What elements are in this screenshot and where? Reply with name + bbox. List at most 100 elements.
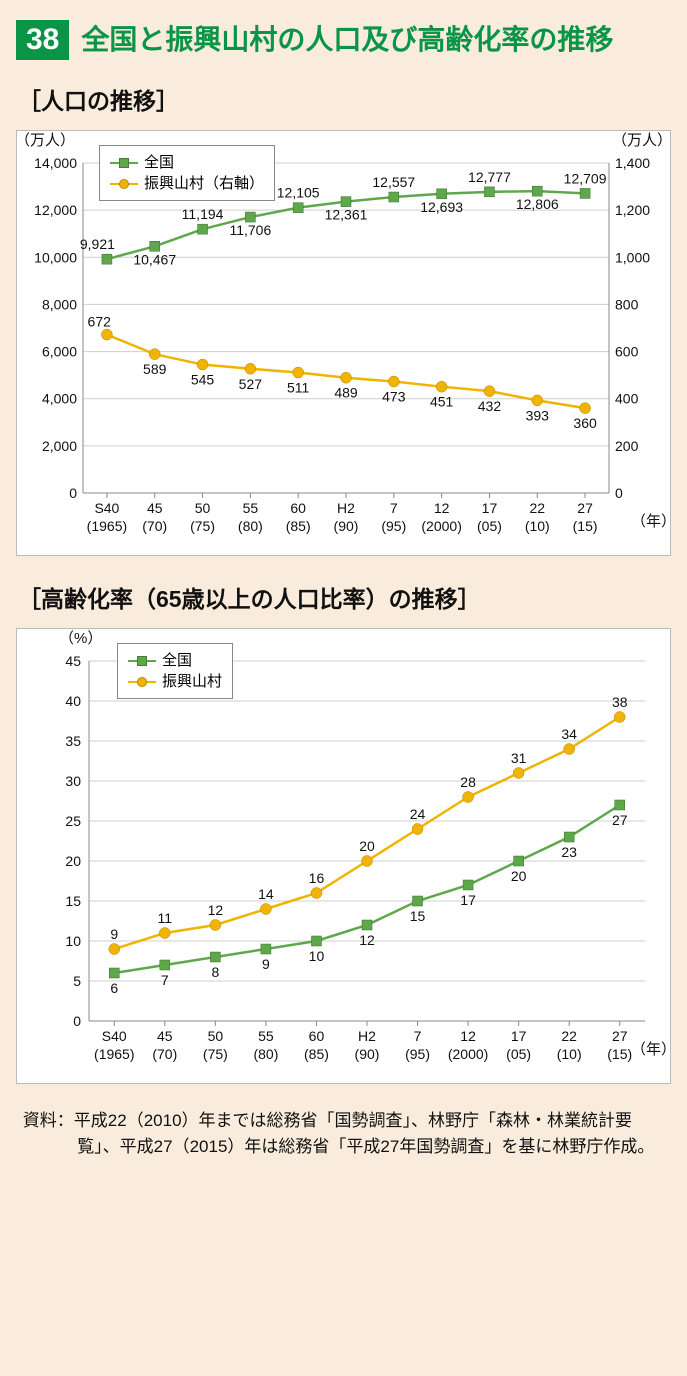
- svg-text:17: 17: [511, 1028, 527, 1044]
- svg-text:489: 489: [334, 385, 358, 401]
- chart2-year-unit: （年）: [631, 1038, 676, 1059]
- svg-text:(15): (15): [607, 1046, 632, 1062]
- svg-text:25: 25: [65, 813, 81, 829]
- svg-text:600: 600: [615, 344, 639, 360]
- svg-text:(05): (05): [477, 518, 502, 534]
- svg-text:(85): (85): [304, 1046, 329, 1062]
- svg-text:10,000: 10,000: [34, 249, 77, 265]
- chart1-subtitle: ［人口の推移］: [18, 82, 669, 116]
- svg-text:12,693: 12,693: [420, 199, 463, 215]
- svg-text:55: 55: [258, 1028, 274, 1044]
- square-marker-icon: [128, 660, 156, 662]
- svg-text:7: 7: [414, 1028, 422, 1044]
- population-chart: （万人） （万人） （年） 全国 振興山村（右軸） 02,0004,0006,0…: [16, 130, 671, 556]
- svg-text:15: 15: [410, 908, 426, 924]
- svg-text:511: 511: [287, 380, 310, 396]
- svg-text:40: 40: [65, 693, 81, 709]
- legend-label: 全国: [144, 152, 174, 173]
- legend-item-national: 全国: [110, 152, 264, 173]
- svg-text:34: 34: [561, 726, 577, 742]
- svg-text:45: 45: [65, 653, 81, 669]
- svg-text:(10): (10): [557, 1046, 582, 1062]
- note-label: 資料：: [23, 1111, 74, 1130]
- figure-number-badge: 38: [16, 20, 69, 60]
- svg-text:12: 12: [208, 902, 224, 918]
- svg-text:35: 35: [65, 733, 81, 749]
- legend-label: 振興山村: [162, 671, 222, 692]
- page: 38 全国と振興山村の人口及び高齢化率の推移 ［人口の推移］ （万人） （万人）…: [0, 0, 687, 1189]
- svg-text:23: 23: [561, 844, 577, 860]
- note-body: 平成22（2010）年までは総務省「国勢調査」、林野庁「森林・林業統計要覧」、平…: [74, 1111, 655, 1156]
- legend-item-village: 振興山村: [128, 671, 222, 692]
- svg-text:20: 20: [359, 838, 375, 854]
- chart2-subtitle: ［高齢化率（65歳以上の人口比率）の推移］: [18, 580, 669, 614]
- svg-text:12: 12: [460, 1028, 476, 1044]
- svg-text:(80): (80): [253, 1046, 278, 1062]
- chart1-year-unit: （年）: [631, 510, 676, 531]
- svg-text:11,706: 11,706: [229, 222, 271, 238]
- svg-text:H2: H2: [358, 1028, 376, 1044]
- title-row: 38 全国と振興山村の人口及び高齢化率の推移: [16, 20, 671, 60]
- svg-text:12,361: 12,361: [325, 207, 368, 223]
- svg-text:27: 27: [577, 500, 593, 516]
- svg-text:H2: H2: [337, 500, 355, 516]
- svg-text:30: 30: [65, 773, 81, 789]
- svg-text:S40: S40: [102, 1028, 127, 1044]
- svg-text:12,105: 12,105: [277, 185, 320, 201]
- svg-text:14: 14: [258, 886, 274, 902]
- svg-text:545: 545: [191, 372, 215, 388]
- legend-item-village: 振興山村（右軸）: [110, 173, 264, 194]
- svg-text:0: 0: [615, 485, 623, 501]
- svg-text:50: 50: [195, 500, 211, 516]
- svg-text:(2000): (2000): [421, 518, 461, 534]
- svg-text:5: 5: [73, 973, 81, 989]
- svg-text:10,467: 10,467: [133, 251, 176, 267]
- svg-text:16: 16: [309, 870, 325, 886]
- svg-text:20: 20: [511, 868, 527, 884]
- svg-text:15: 15: [65, 893, 81, 909]
- svg-text:14,000: 14,000: [34, 155, 77, 171]
- svg-text:12,557: 12,557: [372, 174, 415, 190]
- svg-text:(05): (05): [506, 1046, 531, 1062]
- svg-text:400: 400: [615, 391, 639, 407]
- chart2-legend: 全国 振興山村: [117, 643, 233, 699]
- svg-text:55: 55: [243, 500, 259, 516]
- svg-text:8: 8: [211, 964, 219, 980]
- svg-text:11,194: 11,194: [182, 206, 224, 222]
- svg-text:7: 7: [161, 972, 169, 988]
- source-note: 資料：平成22（2010）年までは総務省「国勢調査」、林野庁「森林・林業統計要覧…: [16, 1108, 671, 1161]
- svg-text:9: 9: [110, 926, 118, 942]
- svg-text:(2000): (2000): [448, 1046, 488, 1062]
- chart1-legend: 全国 振興山村（右軸）: [99, 145, 275, 201]
- chart1-left-unit: （万人）: [15, 129, 75, 150]
- svg-text:24: 24: [410, 806, 426, 822]
- svg-text:200: 200: [615, 438, 639, 454]
- svg-text:2,000: 2,000: [42, 438, 77, 454]
- svg-text:17: 17: [482, 500, 498, 516]
- chart2-left-unit: （%）: [59, 627, 102, 648]
- svg-text:393: 393: [526, 407, 550, 423]
- svg-text:17: 17: [460, 892, 476, 908]
- svg-text:800: 800: [615, 296, 639, 312]
- svg-text:8,000: 8,000: [42, 296, 77, 312]
- svg-text:38: 38: [612, 694, 628, 710]
- svg-text:(70): (70): [152, 1046, 177, 1062]
- svg-text:527: 527: [239, 376, 263, 392]
- chart1-svg: 02,0004,0006,0008,00010,00012,00014,0000…: [25, 141, 665, 551]
- svg-text:(70): (70): [142, 518, 167, 534]
- svg-text:9,921: 9,921: [80, 236, 115, 252]
- svg-text:12,806: 12,806: [516, 196, 559, 212]
- svg-text:(1965): (1965): [87, 518, 127, 534]
- svg-text:31: 31: [511, 750, 527, 766]
- legend-label: 全国: [162, 650, 192, 671]
- svg-text:(95): (95): [405, 1046, 430, 1062]
- svg-text:22: 22: [561, 1028, 577, 1044]
- svg-text:0: 0: [69, 485, 77, 501]
- chart2-svg: 0510152025303540456789101215172023279111…: [25, 639, 665, 1079]
- svg-text:1,200: 1,200: [615, 202, 650, 218]
- svg-text:6,000: 6,000: [42, 344, 77, 360]
- svg-text:(1965): (1965): [94, 1046, 134, 1062]
- svg-text:27: 27: [612, 1028, 628, 1044]
- svg-text:12,000: 12,000: [34, 202, 77, 218]
- chart1-right-unit: （万人）: [612, 129, 672, 150]
